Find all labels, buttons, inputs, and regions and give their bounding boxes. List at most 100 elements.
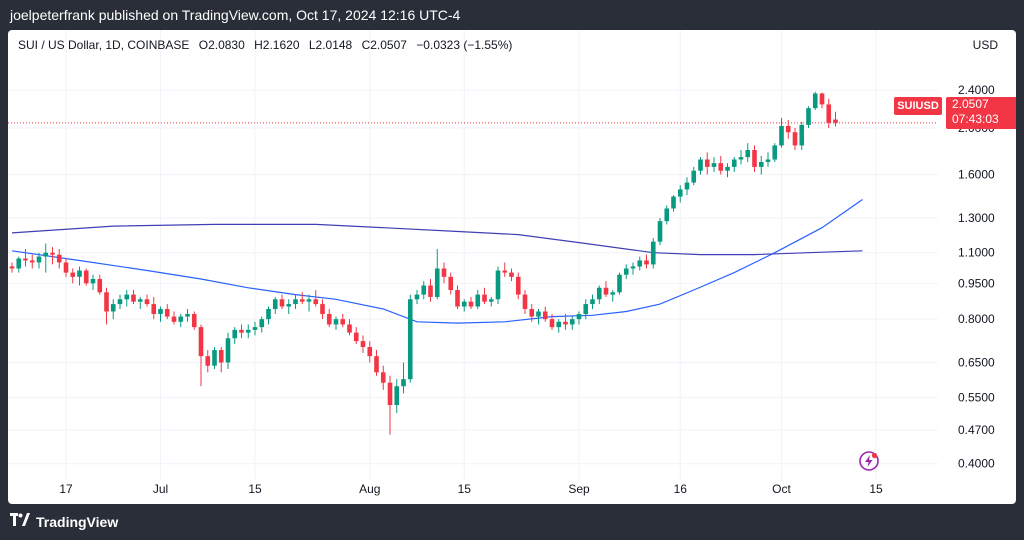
candle <box>482 287 487 305</box>
chart-panel[interactable]: 2.40002.00001.60001.30001.10000.95000.80… <box>8 30 1016 504</box>
candle <box>441 262 447 284</box>
open-label: O <box>198 38 209 52</box>
candle <box>421 281 427 300</box>
price-tick-label: 0.5500 <box>958 390 995 404</box>
candle <box>16 256 22 273</box>
candle <box>360 335 366 354</box>
candle <box>718 155 724 175</box>
time-axis[interactable]: 17 Jul 15 Aug 15 Sep 16 Oct 15 <box>59 482 883 496</box>
candle <box>617 272 622 295</box>
candle <box>185 308 190 322</box>
candle <box>664 205 670 225</box>
candle <box>340 314 346 328</box>
candle <box>367 341 373 363</box>
candle <box>137 296 143 309</box>
price-tick-label: 1.6000 <box>958 168 995 182</box>
price-axis[interactable]: 2.40002.00001.60001.30001.10000.95000.80… <box>958 83 995 471</box>
candle <box>293 294 298 309</box>
candle <box>353 327 359 345</box>
candle <box>569 316 575 330</box>
candle <box>63 258 69 277</box>
candle <box>684 177 690 196</box>
candle <box>563 314 568 330</box>
price-tick-label: 0.8000 <box>958 312 995 326</box>
candle <box>630 262 636 275</box>
candle <box>164 304 170 320</box>
candle <box>711 157 717 172</box>
open-value: 2.0830 <box>208 38 245 52</box>
candle <box>650 238 656 269</box>
symbol-title: SUI / US Dollar, 1D, COINBASE <box>18 38 190 52</box>
candle <box>394 379 400 414</box>
candle <box>826 98 832 129</box>
candle <box>556 319 562 333</box>
candle <box>333 316 339 330</box>
price-tick-label: 0.6500 <box>958 355 995 369</box>
price-tick-label: 0.9500 <box>958 276 995 290</box>
moving-averages <box>11 199 863 324</box>
candle <box>151 296 157 320</box>
currency-label[interactable]: USD <box>972 38 998 52</box>
candle <box>765 152 771 167</box>
candle <box>428 278 433 302</box>
candle <box>488 296 494 307</box>
candle <box>245 324 251 339</box>
candle <box>745 143 751 162</box>
candle <box>610 290 616 302</box>
candle <box>475 290 481 309</box>
candle <box>691 166 697 186</box>
candle <box>380 365 386 390</box>
high-label: H <box>254 38 263 52</box>
candle <box>90 274 96 291</box>
candle <box>576 311 582 325</box>
candle <box>799 121 805 151</box>
grid <box>8 30 938 480</box>
candle <box>812 91 818 111</box>
candle <box>320 299 325 320</box>
moving-average-line-2 <box>11 223 863 256</box>
tradingview-logo[interactable]: TradingView <box>10 513 118 531</box>
candle <box>596 285 602 305</box>
bar-countdown: 07:43:03 <box>952 112 999 126</box>
candle <box>542 306 548 322</box>
candle <box>225 332 231 369</box>
candle <box>792 128 798 151</box>
candle <box>637 256 643 271</box>
candle <box>698 157 703 175</box>
candle <box>407 294 413 383</box>
candle <box>326 308 332 328</box>
candle <box>549 314 555 330</box>
time-tick-label: 17 <box>59 482 73 496</box>
candle <box>806 106 811 129</box>
candle <box>461 299 467 312</box>
candles <box>9 91 838 435</box>
candle <box>205 350 211 373</box>
symbol-price-tag: SUIUSD <box>894 97 942 115</box>
candle <box>232 327 238 345</box>
candle <box>212 347 217 369</box>
candle <box>671 195 676 212</box>
candle <box>657 217 663 246</box>
candle <box>97 274 103 295</box>
candle <box>313 290 319 307</box>
candle <box>495 266 501 305</box>
candle <box>259 316 265 333</box>
price-chart[interactable]: 2.40002.00001.60001.30001.10000.95000.80… <box>8 30 1016 504</box>
candle <box>347 319 352 336</box>
candle <box>833 111 838 127</box>
candle <box>590 294 595 309</box>
candle <box>529 304 535 322</box>
candle <box>104 287 109 325</box>
tradingview-brand: TradingView <box>36 514 119 530</box>
lightning-icon[interactable] <box>858 450 880 477</box>
candle <box>758 155 764 175</box>
time-tick-label: 15 <box>869 482 883 496</box>
candle <box>623 264 629 279</box>
candle <box>414 290 420 305</box>
symbol-legend: SUI / US Dollar, 1D, COINBASE O2.0830 H2… <box>18 38 512 52</box>
candle <box>299 292 305 305</box>
time-tick-label: 15 <box>248 482 262 496</box>
change-value: −0.0323 (−1.55%) <box>416 38 513 52</box>
time-tick-label: Sep <box>568 482 590 496</box>
time-tick-label: 16 <box>674 482 688 496</box>
